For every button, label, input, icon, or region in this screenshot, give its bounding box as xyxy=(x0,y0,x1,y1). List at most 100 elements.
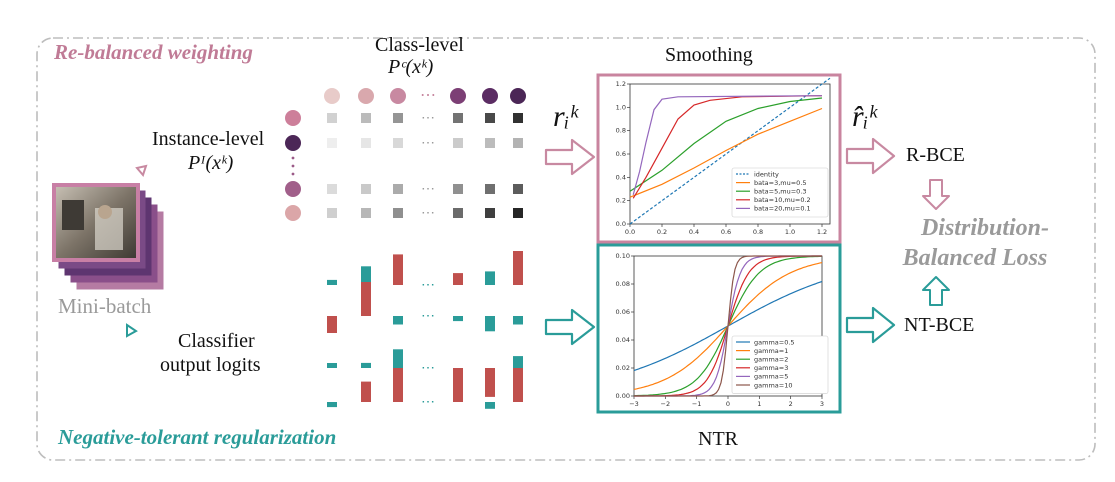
logit-ellipsis: ⋯ xyxy=(421,361,435,376)
y-tick-label: 0.6 xyxy=(616,150,626,158)
y-tick-label: 0.02 xyxy=(616,364,630,372)
probability-square xyxy=(327,184,337,194)
logit-bar xyxy=(513,316,523,325)
y-tick-label: 0.06 xyxy=(616,308,630,316)
logit-bar xyxy=(513,251,523,285)
instance-circle xyxy=(285,205,301,221)
logit-ellipsis: ⋯ xyxy=(421,278,435,293)
arrow-to-smoothing xyxy=(544,138,596,176)
probability-square xyxy=(361,208,371,218)
y-tick-label: 0.4 xyxy=(616,173,626,181)
series-line xyxy=(632,95,823,195)
legend-box xyxy=(731,335,829,394)
legend-label: gamma=5 xyxy=(754,373,788,381)
probability-square xyxy=(361,184,371,194)
x-tick-label: 0 xyxy=(726,400,730,408)
y-tick-label: 1.0 xyxy=(616,103,626,111)
logit-bar xyxy=(327,279,337,285)
legend-label: bata=5,mu=0.3 xyxy=(754,188,807,196)
class-circle xyxy=(358,88,374,104)
x-tick-label: 0.6 xyxy=(721,228,731,236)
probability-square xyxy=(513,208,523,218)
arrow-to-rbce xyxy=(845,137,896,175)
probability-square xyxy=(485,113,495,123)
legend-label: identity xyxy=(754,170,779,178)
legend-label: gamma=2 xyxy=(754,356,788,364)
legend-label: gamma=0.5 xyxy=(754,338,795,346)
x-tick-label: −3 xyxy=(629,400,639,408)
logit-bar xyxy=(361,362,371,368)
logit-bar xyxy=(513,368,523,402)
probability-square xyxy=(327,113,337,123)
logit-ellipsis: ⋯ xyxy=(421,309,435,324)
class-circle xyxy=(510,88,526,104)
curved-arrow-icon xyxy=(135,164,148,177)
grid-ellipsis: ⋯ xyxy=(421,206,435,221)
class-ellipsis: ⋯ xyxy=(420,87,436,104)
instance-circle xyxy=(285,181,301,197)
series-line xyxy=(634,255,822,397)
probability-square xyxy=(393,138,403,148)
instance-level-math: Pᴵ(xᵏ) xyxy=(188,152,234,174)
legend-label: gamma=1 xyxy=(754,347,788,355)
nt-bce-label: NT-BCE xyxy=(904,314,975,336)
x-tick-label: 2 xyxy=(789,400,793,408)
instance-circle xyxy=(285,135,301,151)
logit-bar xyxy=(485,271,495,285)
distribution-balanced-loss-line1: Distribution- xyxy=(920,215,1050,241)
logit-bar xyxy=(327,363,337,368)
logit-bar xyxy=(453,373,463,402)
r-ik-symbol: rᵢᵏ xyxy=(553,100,578,133)
probability-square xyxy=(453,113,463,123)
x-tick-label: 1 xyxy=(757,400,761,408)
class-circle xyxy=(324,88,340,104)
curved-arrow-icon xyxy=(126,323,138,338)
y-tick-label: 0.10 xyxy=(616,252,630,260)
x-tick-label: 0.4 xyxy=(689,228,699,236)
instance-ellipsis-dot xyxy=(291,172,295,176)
class-circle xyxy=(390,88,406,104)
class-circle xyxy=(482,88,498,104)
arrow-to-ntbce xyxy=(845,306,896,344)
x-tick-label: 3 xyxy=(820,400,824,408)
ntr-label: NTR xyxy=(698,428,738,450)
instance-ellipsis-dot xyxy=(291,164,295,168)
probability-square xyxy=(485,138,495,148)
y-tick-label: 0.08 xyxy=(616,280,630,288)
probability-square xyxy=(361,138,371,148)
probability-square xyxy=(393,184,403,194)
logit-bar xyxy=(393,316,403,325)
x-tick-label: 0.2 xyxy=(657,228,667,236)
y-tick-label: 1.2 xyxy=(616,80,626,88)
probability-square xyxy=(393,113,403,123)
legend-label: bata=3,mu=0.5 xyxy=(754,179,807,187)
series-line xyxy=(632,95,823,199)
outer-border xyxy=(36,37,1096,461)
instance-level-label: Instance-level xyxy=(152,128,265,150)
probability-square xyxy=(485,208,495,218)
logit-bar xyxy=(393,368,403,402)
probability-square xyxy=(327,138,337,148)
probability-square xyxy=(393,208,403,218)
series-line xyxy=(629,97,823,192)
logit-bar xyxy=(453,316,463,322)
logit-bar xyxy=(485,402,495,409)
mini-batch-label: Mini-batch xyxy=(58,294,152,318)
x-tick-label: 1.2 xyxy=(817,228,827,236)
legend-label: bata=10,mu=0.2 xyxy=(754,196,811,204)
logit-bar xyxy=(453,273,463,285)
legend-box xyxy=(731,167,829,218)
arrow-rbce-to-dbloss xyxy=(922,179,950,210)
instance-ellipsis-dot xyxy=(291,156,295,160)
logit-bar xyxy=(327,316,337,333)
classifier-logit-bars: ⋯ ⋯ ⋯ ⋯ xyxy=(327,251,523,410)
logit-bar xyxy=(361,282,371,316)
probability-square xyxy=(453,208,463,218)
grid-ellipsis: ⋯ xyxy=(421,182,435,197)
series-line xyxy=(629,77,831,225)
legend-label: bata=20,mu=0.1 xyxy=(754,205,811,213)
logit-ellipsis: ⋯ xyxy=(421,395,435,410)
x-tick-label: −1 xyxy=(692,400,702,408)
probability-square xyxy=(453,184,463,194)
